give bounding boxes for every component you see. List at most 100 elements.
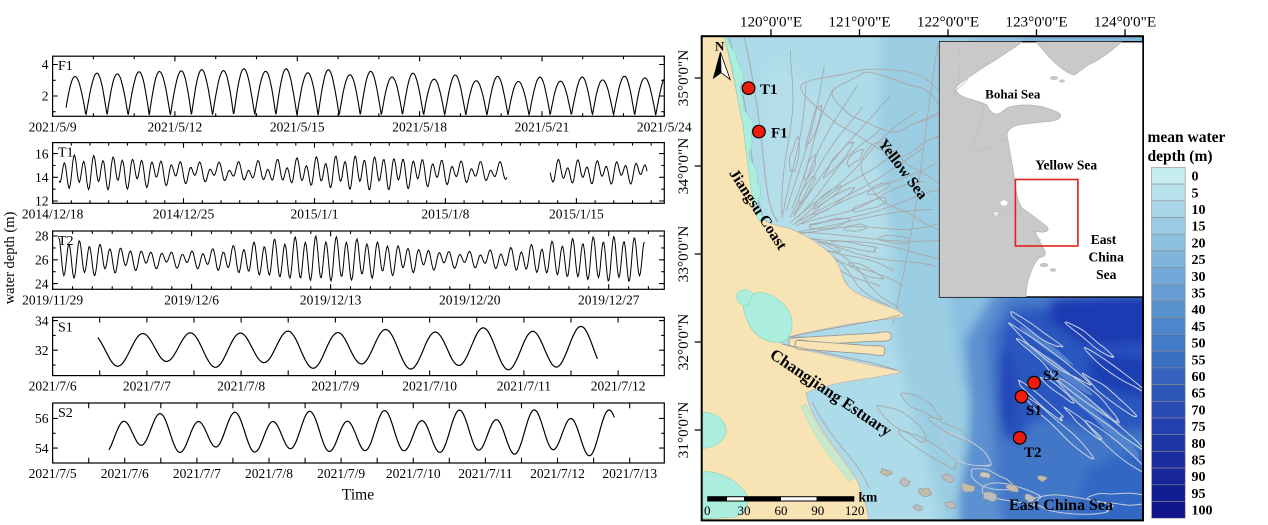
svg-text:4: 4 <box>42 57 49 72</box>
svg-text:East China Sea: East China Sea <box>1009 497 1113 514</box>
svg-text:2021/7/9: 2021/7/9 <box>311 379 359 394</box>
svg-text:123°0'0"E: 123°0'0"E <box>1005 14 1067 31</box>
svg-text:15: 15 <box>1192 220 1206 235</box>
svg-text:2019/12/13: 2019/12/13 <box>300 292 362 307</box>
svg-text:85: 85 <box>1192 454 1206 469</box>
svg-text:60: 60 <box>775 503 788 518</box>
svg-text:5: 5 <box>1192 186 1199 201</box>
svg-text:T2: T2 <box>1024 445 1042 461</box>
svg-text:34°0'0"N: 34°0'0"N <box>675 138 692 194</box>
svg-text:2021/7/10: 2021/7/10 <box>386 466 441 481</box>
svg-text:122°0'0"E: 122°0'0"E <box>917 14 979 31</box>
svg-text:S2: S2 <box>1043 368 1059 384</box>
svg-text:depth (m): depth (m) <box>1148 148 1213 165</box>
svg-text:2014/12/18: 2014/12/18 <box>22 206 84 221</box>
svg-text:24: 24 <box>35 276 49 291</box>
svg-text:2021/5/21: 2021/5/21 <box>515 119 570 134</box>
svg-text:2019/12/27: 2019/12/27 <box>578 292 640 307</box>
svg-text:2021/7/8: 2021/7/8 <box>245 466 293 481</box>
svg-text:2019/12/6: 2019/12/6 <box>164 292 219 307</box>
svg-text:100: 100 <box>1192 504 1213 519</box>
svg-text:F1: F1 <box>58 59 73 74</box>
svg-text:2015/1/15: 2015/1/15 <box>549 206 604 221</box>
svg-text:40: 40 <box>1192 303 1206 318</box>
svg-text:mean water: mean water <box>1148 129 1226 146</box>
svg-text:10: 10 <box>1192 203 1206 218</box>
svg-text:121°0'0"E: 121°0'0"E <box>828 14 890 31</box>
svg-text:T1: T1 <box>760 82 778 98</box>
svg-text:2021/7/9: 2021/7/9 <box>317 466 365 481</box>
svg-text:50: 50 <box>1192 337 1206 352</box>
svg-text:2021/7/6: 2021/7/6 <box>101 466 149 481</box>
svg-text:2021/5/15: 2021/5/15 <box>270 119 325 134</box>
svg-text:30: 30 <box>1192 270 1206 285</box>
svg-text:54: 54 <box>35 441 49 456</box>
svg-text:China: China <box>1089 249 1125 264</box>
svg-text:2021/5/24: 2021/5/24 <box>637 119 692 134</box>
svg-text:34: 34 <box>35 313 49 328</box>
svg-text:90: 90 <box>811 503 824 518</box>
svg-text:Sea: Sea <box>1096 267 1117 282</box>
svg-text:2021/7/11: 2021/7/11 <box>497 379 551 394</box>
svg-text:S1: S1 <box>58 320 73 335</box>
svg-text:33°0'0"N: 33°0'0"N <box>675 226 692 282</box>
svg-text:2014/12/25: 2014/12/25 <box>153 206 215 221</box>
svg-text:2021/7/11: 2021/7/11 <box>458 466 512 481</box>
svg-text:2021/7/7: 2021/7/7 <box>123 379 171 394</box>
svg-text:35: 35 <box>1192 287 1206 302</box>
svg-text:S2: S2 <box>58 406 73 421</box>
svg-text:0: 0 <box>1192 170 1199 185</box>
svg-text:32°0'0"N: 32°0'0"N <box>675 314 692 370</box>
svg-text:East: East <box>1091 232 1117 247</box>
svg-text:28: 28 <box>35 229 49 244</box>
svg-text:2021/7/5: 2021/7/5 <box>29 466 77 481</box>
svg-text:20: 20 <box>1192 236 1206 251</box>
svg-text:2021/5/18: 2021/5/18 <box>392 119 447 134</box>
svg-text:2021/5/12: 2021/5/12 <box>148 119 203 134</box>
svg-text:70: 70 <box>1192 403 1206 418</box>
svg-text:S1: S1 <box>1026 403 1042 419</box>
svg-text:14: 14 <box>35 170 49 185</box>
svg-text:124°0'0"E: 124°0'0"E <box>1094 14 1156 31</box>
svg-text:90: 90 <box>1192 470 1206 485</box>
svg-text:Time: Time <box>342 487 374 504</box>
svg-text:water depth (m): water depth (m) <box>2 212 18 305</box>
svg-text:2021/7/13: 2021/7/13 <box>602 466 657 481</box>
svg-text:120: 120 <box>845 503 865 518</box>
svg-text:km: km <box>859 490 879 505</box>
svg-text:2019/12/20: 2019/12/20 <box>439 292 501 307</box>
svg-text:31°0'0"N: 31°0'0"N <box>675 402 692 458</box>
svg-text:N: N <box>715 39 725 54</box>
svg-text:25: 25 <box>1192 253 1206 268</box>
svg-text:12: 12 <box>35 194 49 209</box>
svg-text:F1: F1 <box>771 126 788 142</box>
svg-text:0: 0 <box>704 503 711 518</box>
svg-text:65: 65 <box>1192 387 1206 402</box>
svg-text:2021/7/12: 2021/7/12 <box>591 379 646 394</box>
svg-text:2: 2 <box>42 89 49 104</box>
svg-text:55: 55 <box>1192 353 1206 368</box>
svg-text:2015/1/8: 2015/1/8 <box>421 206 469 221</box>
svg-text:2021/7/12: 2021/7/12 <box>530 466 585 481</box>
svg-text:45: 45 <box>1192 320 1206 335</box>
svg-text:Bohai Sea: Bohai Sea <box>985 87 1041 102</box>
svg-text:75: 75 <box>1192 420 1206 435</box>
svg-text:60: 60 <box>1192 370 1206 385</box>
svg-text:2021/7/6: 2021/7/6 <box>29 379 77 394</box>
svg-text:35°0'0"N: 35°0'0"N <box>675 50 692 106</box>
svg-text:Yellow Sea: Yellow Sea <box>1035 158 1097 173</box>
svg-text:2021/7/7: 2021/7/7 <box>173 466 221 481</box>
svg-text:2015/1/1: 2015/1/1 <box>290 206 338 221</box>
svg-text:T1: T1 <box>58 146 74 161</box>
svg-text:80: 80 <box>1192 437 1206 452</box>
svg-text:2021/7/10: 2021/7/10 <box>402 379 457 394</box>
svg-text:32: 32 <box>35 343 49 358</box>
svg-text:2019/11/29: 2019/11/29 <box>22 292 83 307</box>
svg-text:2021/7/8: 2021/7/8 <box>217 379 265 394</box>
svg-text:30: 30 <box>738 503 751 518</box>
svg-text:120°0'0"E: 120°0'0"E <box>740 14 802 31</box>
svg-text:26: 26 <box>35 253 49 268</box>
svg-text:2021/5/9: 2021/5/9 <box>29 119 77 134</box>
svg-text:56: 56 <box>35 411 49 426</box>
svg-text:95: 95 <box>1192 487 1206 502</box>
